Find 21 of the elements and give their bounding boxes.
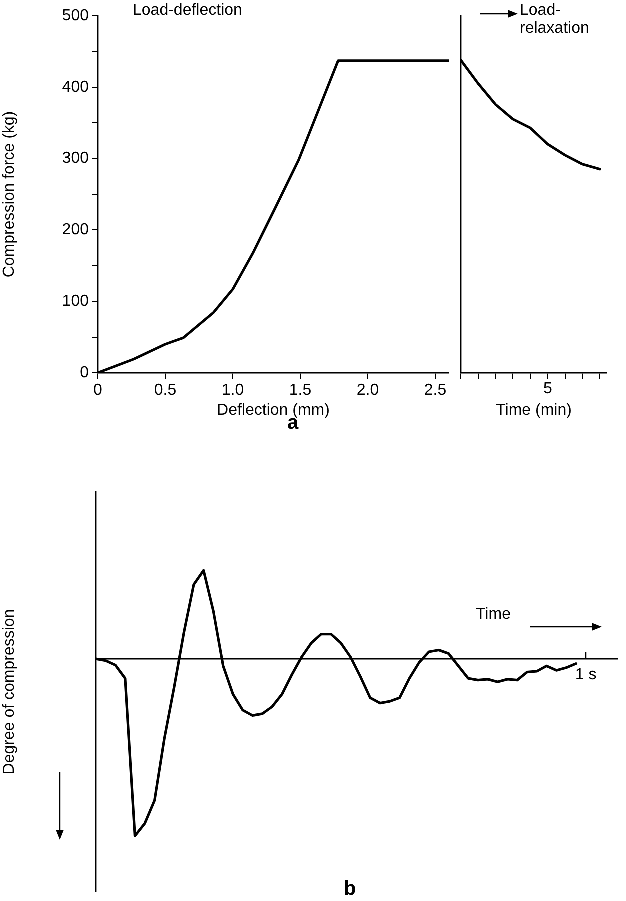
annotation: 1 s (575, 666, 597, 684)
y-axis-title: Degree of compression (1, 609, 18, 775)
x-axis-title: Time (min) (496, 402, 572, 419)
y-tick-label: 0 (80, 364, 90, 382)
text: 5 (543, 380, 552, 398)
x-tick-label: 0.5 (154, 382, 177, 400)
text: b (344, 878, 356, 901)
y-tick-label: 200 (62, 222, 90, 239)
x-tick-label: 1.5 (289, 382, 312, 400)
x-tick-label: 0 (94, 382, 103, 400)
y-axis-title: Compression force (kg) (1, 111, 18, 278)
x-tick-label: 2.0 (356, 382, 380, 400)
y-tick-label: 500 (62, 7, 90, 24)
y-tick-label: 400 (62, 78, 90, 96)
x-tick-label: 1.0 (222, 382, 244, 400)
annotation: Load-deflection (133, 2, 242, 20)
y-tick-label: 300 (62, 150, 90, 168)
y-tick-label: 100 (62, 293, 90, 310)
text: Load-relaxation (520, 2, 590, 38)
x-axis-title: Time (476, 606, 511, 624)
x-tick-label: 2.5 (424, 382, 447, 400)
